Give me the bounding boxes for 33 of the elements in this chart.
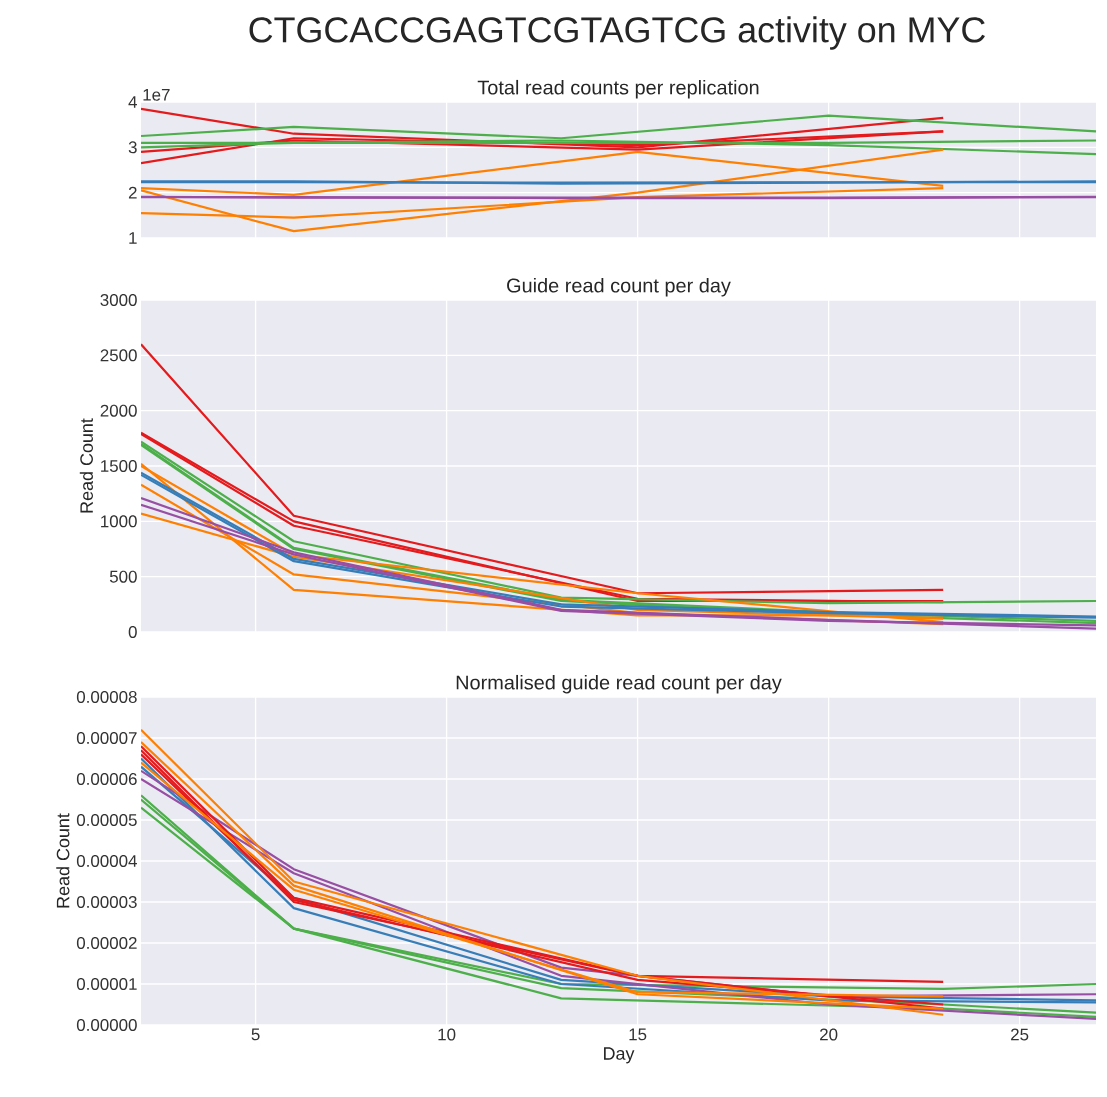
chart-title: Total read counts per replication bbox=[477, 79, 759, 99]
x-tick-label: 5 bbox=[251, 1028, 260, 1041]
x-axis-title: Day bbox=[604, 1047, 635, 1064]
y-tick-label: 3 bbox=[128, 141, 137, 154]
y-tick-label: 0.00007 bbox=[76, 732, 137, 744]
y-tick-label: 0.00001 bbox=[76, 978, 137, 990]
y-tick-label: 0.00005 bbox=[76, 814, 137, 826]
y-tick-label: 1000 bbox=[101, 515, 137, 528]
y-axis-title: Read Count bbox=[56, 813, 70, 908]
chart-title: Normalised guide read count per day bbox=[456, 674, 782, 694]
y-tick-label: 1 bbox=[129, 232, 137, 244]
y-tick-label: 4 bbox=[128, 96, 137, 108]
chart-title: Guide read count per day bbox=[507, 277, 731, 297]
x-tick-label: 15 bbox=[629, 1028, 647, 1041]
y-tick-label: 0.00003 bbox=[76, 896, 137, 908]
x-tick-label: 10 bbox=[438, 1028, 456, 1041]
y-tick-label: 0.00006 bbox=[76, 773, 137, 785]
y-tick-label: 500 bbox=[109, 570, 137, 583]
x-tick-label: 25 bbox=[1011, 1028, 1029, 1041]
y-tick-label: 0.00004 bbox=[76, 855, 137, 867]
text: 1e7 bbox=[143, 88, 170, 101]
y-tick-label: 1500 bbox=[101, 459, 137, 472]
y-tick-label: 2000 bbox=[100, 404, 137, 417]
y-tick-label: 0 bbox=[128, 626, 137, 638]
y-tick-label: 2 bbox=[128, 186, 137, 199]
y-axis-title: Read Count bbox=[79, 418, 93, 513]
y-tick-label: 0.00000 bbox=[76, 1019, 137, 1031]
text: CTGCACCGAGTCGTAGTCG activity on MYC bbox=[249, 16, 985, 50]
y-tick-label: 2500 bbox=[100, 349, 137, 362]
x-tick-label: 20 bbox=[820, 1028, 838, 1041]
y-tick-label: 0.00002 bbox=[76, 937, 137, 949]
y-tick-label: 3000 bbox=[100, 293, 137, 306]
y-tick-label: 0.00008 bbox=[76, 691, 137, 703]
